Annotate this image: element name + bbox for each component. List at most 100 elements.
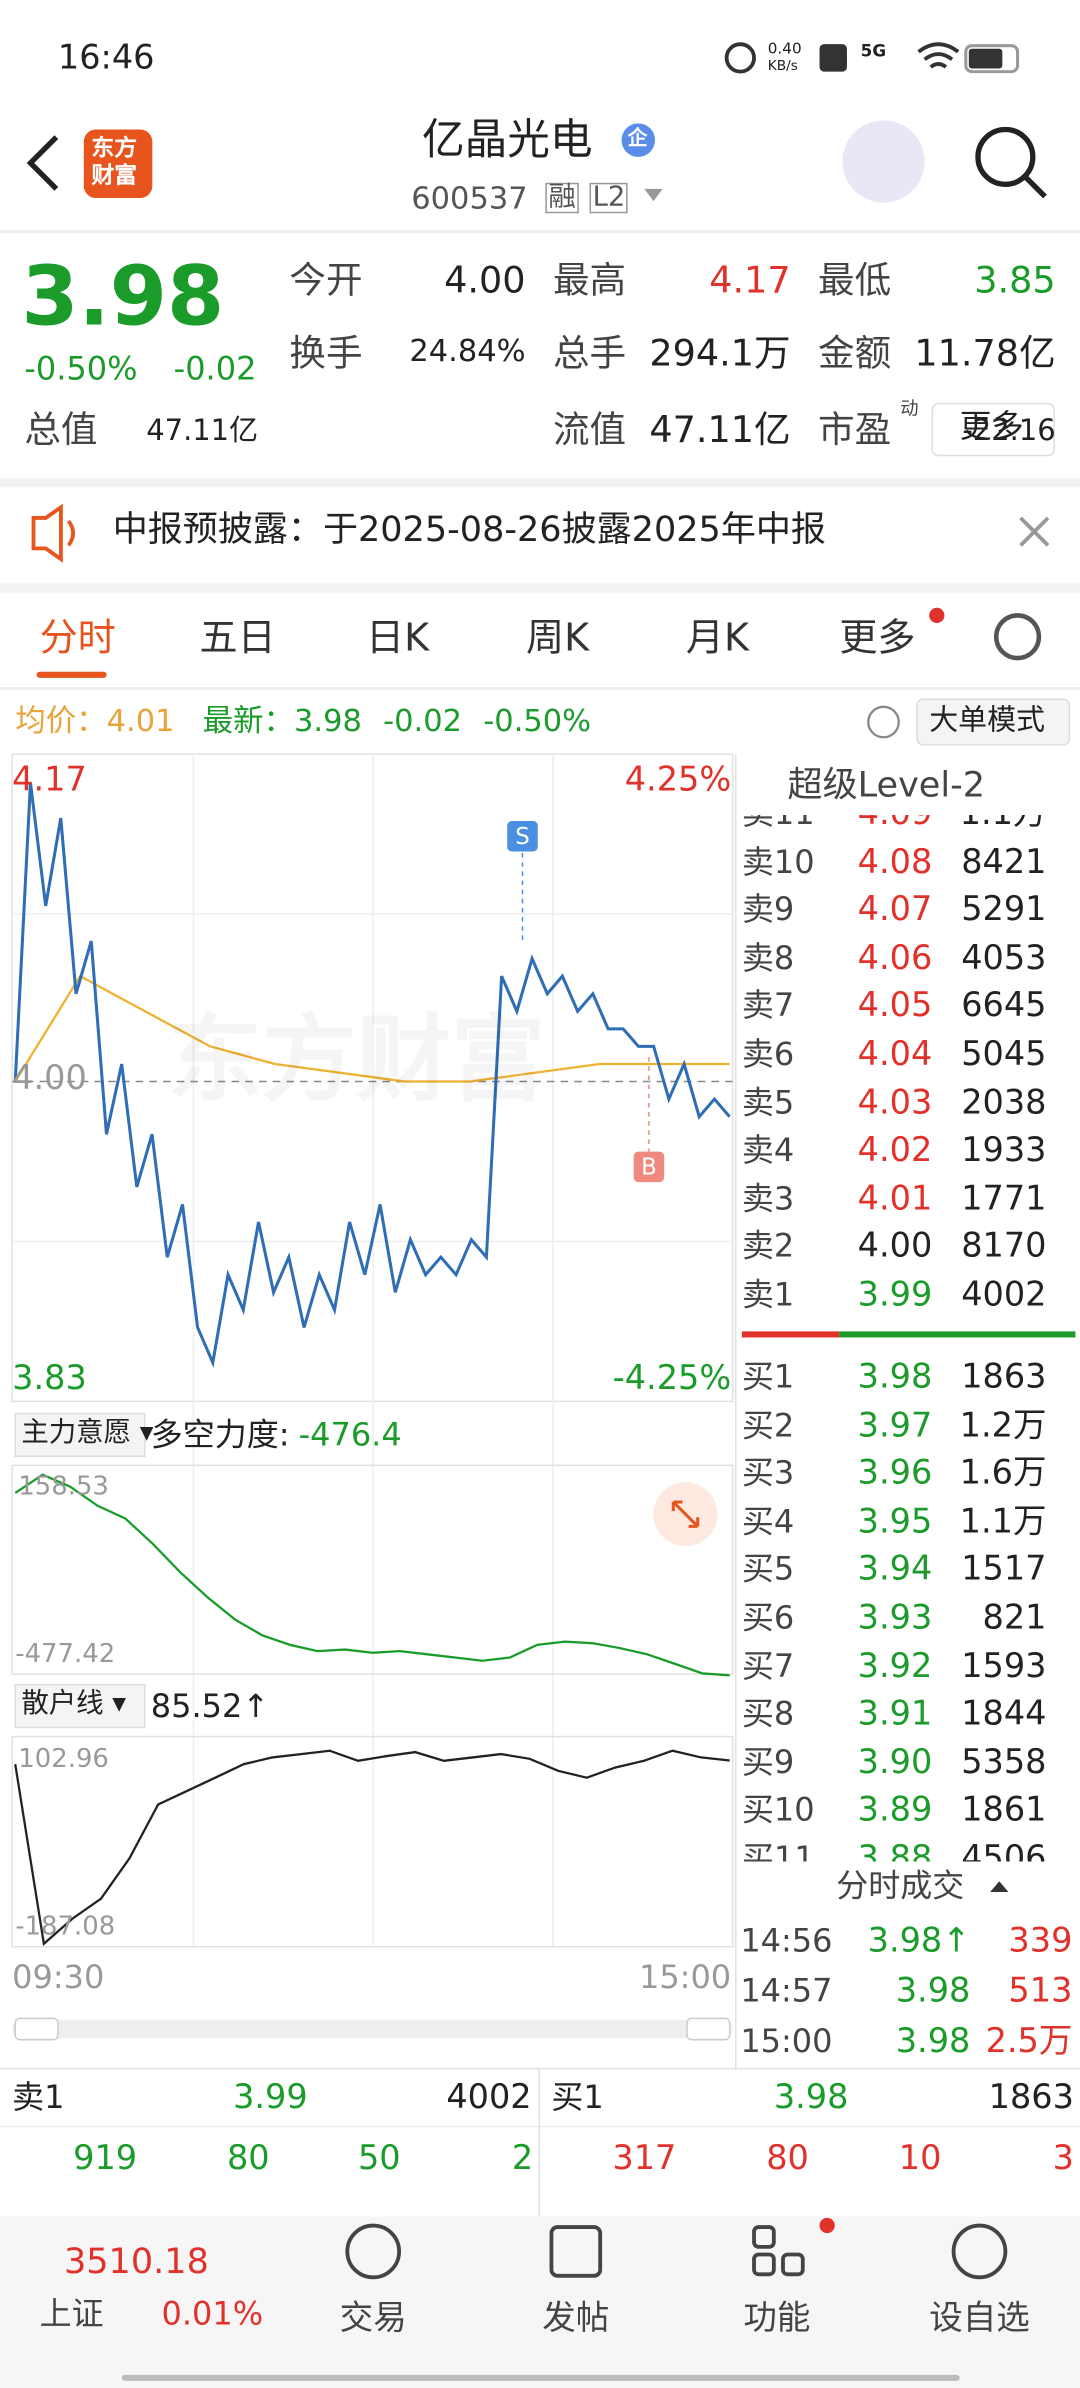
book-volume: 8421 xyxy=(961,843,1047,882)
book-volume: 1933 xyxy=(961,1132,1047,1171)
sell-cell: 2 xyxy=(511,2140,534,2179)
book-volume: 821 xyxy=(982,1599,1047,1638)
more-button[interactable]: 更多 xyxy=(959,408,1024,445)
book-label: 卖2 xyxy=(741,1228,795,1265)
book-price: 4.04 xyxy=(857,1035,933,1074)
sub2-max: 102.96 xyxy=(18,1744,109,1775)
field-value: 3.85 xyxy=(974,258,1056,302)
change: -0.02 xyxy=(173,350,257,387)
field-sup: 动 xyxy=(900,397,919,419)
book-volume: 1.2万 xyxy=(959,1406,1047,1445)
trade-volume: 2.5万 xyxy=(985,2022,1073,2062)
latest-change: -0.02 xyxy=(383,702,462,739)
latest: 最新：3.98 -0.02 -0.50% xyxy=(203,705,592,735)
book-price: 4.06 xyxy=(857,939,933,978)
field-label: 最低 xyxy=(818,258,892,302)
speed-unit: KB/s xyxy=(767,59,798,75)
sub1-selector-text: 主力意愿 xyxy=(21,1416,132,1449)
field-value: 47.11亿 xyxy=(146,414,259,448)
book-label: 卖5 xyxy=(741,1083,795,1121)
book-price: 3.91 xyxy=(857,1695,933,1734)
field-label: 市盈 xyxy=(818,408,892,451)
book-label: 买1 xyxy=(551,2079,604,2116)
sub1-value: -476.4 xyxy=(298,1416,402,1454)
field-value: 47.11亿 xyxy=(649,408,791,451)
field-label: 流值 xyxy=(552,408,627,451)
book-volume: 8170 xyxy=(961,1228,1047,1267)
book-label: 买3 xyxy=(741,1455,795,1492)
nav-item[interactable]: 发帖 xyxy=(542,2300,610,2339)
field-label: 总手 xyxy=(552,332,627,375)
time: 16:46 xyxy=(57,39,155,78)
trades-title: 分时成交 xyxy=(836,1867,965,1905)
field-label: 换手 xyxy=(289,332,363,375)
badge: 企 xyxy=(627,127,648,151)
sub1-min: -477.42 xyxy=(15,1639,116,1670)
book-label: 买4 xyxy=(741,1503,795,1540)
book-volume: 1863 xyxy=(988,2079,1074,2118)
book-label: 买9 xyxy=(741,1743,795,1781)
sub2-selector[interactable]: 散户线 ▾ xyxy=(21,1687,127,1720)
book-price: 3.96 xyxy=(857,1455,933,1494)
tab[interactable]: 日K xyxy=(366,615,430,660)
nav-item[interactable]: 功能 xyxy=(743,2300,811,2339)
book-label: 买7 xyxy=(741,1647,795,1685)
mode-button[interactable]: 大单模式 xyxy=(929,703,1046,738)
tab[interactable]: 月K xyxy=(685,615,750,660)
book-price: 4.01 xyxy=(857,1180,933,1219)
level2-title: 超级Level-2 xyxy=(787,766,986,806)
book-volume: 5291 xyxy=(961,891,1047,930)
book-label: 卖1 xyxy=(741,1276,795,1314)
book-price: 4.02 xyxy=(857,1132,933,1171)
notice[interactable]: 中报预披露：于2025-08-26披露2025年中报 xyxy=(112,510,826,550)
latest-label: 最新： xyxy=(202,702,294,739)
sub1-max: 158.53 xyxy=(18,1471,109,1502)
book-label: 卖10 xyxy=(741,843,815,880)
book-price: 3.88 xyxy=(857,1840,933,1862)
tab[interactable]: 更多 xyxy=(839,615,916,660)
logo-text: 财富 xyxy=(91,161,138,189)
nav-item[interactable]: 设自选 xyxy=(929,2300,1030,2339)
book-volume: 4053 xyxy=(961,939,1047,978)
avg-label-text: 均价： xyxy=(15,702,107,739)
latest-pct: -0.50% xyxy=(483,702,592,739)
pct-high: 4.25% xyxy=(624,761,732,800)
book-volume: 1593 xyxy=(961,1647,1047,1686)
book-label: 卖9 xyxy=(741,891,795,928)
book-volume: 5358 xyxy=(961,1743,1047,1782)
bids: 买1 3.98 1863 买2 3.97 1.2万 买3 3.96 1.6万 买4 3.95 1.1万… xyxy=(737,1341,1080,1862)
sub2-selector-text: 散户线 xyxy=(21,1687,104,1720)
book-price: 3.98 xyxy=(773,2079,849,2118)
trade-volume: 513 xyxy=(1008,1972,1073,2011)
book-label: 卖3 xyxy=(741,1180,795,1217)
b-marker: B xyxy=(633,1151,665,1183)
field-value: -22.16 xyxy=(962,414,1056,448)
tab[interactable]: 分时 xyxy=(39,615,116,660)
book-price: 4.09 xyxy=(858,815,933,832)
tag: L2 xyxy=(589,182,629,214)
index-value: 3510.18 xyxy=(63,2242,209,2282)
book-price: 4.03 xyxy=(857,1083,933,1123)
book-label: 卖11 xyxy=(742,815,815,830)
book-price: 3.99 xyxy=(857,1276,933,1315)
sub1-label: 多空力度: xyxy=(150,1416,290,1454)
price-line xyxy=(13,782,731,1368)
net: 5G xyxy=(860,41,887,61)
field-label: 总值 xyxy=(24,408,98,451)
book-volume: 1771 xyxy=(961,1180,1047,1219)
nav-item[interactable]: 交易 xyxy=(339,2300,407,2339)
trade-time: 14:57 xyxy=(740,1972,833,2010)
tab[interactable]: 五日 xyxy=(199,615,276,660)
tab[interactable]: 周K xyxy=(525,615,590,660)
price: 3.98 xyxy=(21,248,225,345)
trade-time: 15:00 xyxy=(740,2022,833,2060)
book-label: 买5 xyxy=(741,1551,795,1588)
stock-code: 600537 xyxy=(411,179,528,217)
index-name: 上证 xyxy=(39,2295,104,2333)
book-label: 买2 xyxy=(741,1406,795,1444)
book-volume: 4002 xyxy=(961,1276,1047,1315)
book-price: 3.92 xyxy=(857,1647,933,1686)
sub1-selector[interactable]: 主力意愿 ▾ xyxy=(21,1416,154,1449)
